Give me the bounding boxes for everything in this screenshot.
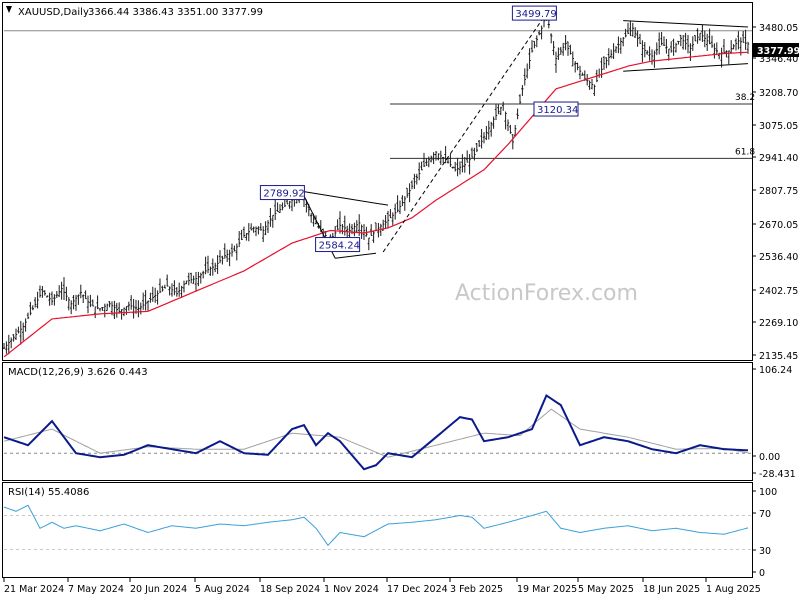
date-tick-label: 20 Jun 2024 bbox=[130, 584, 187, 595]
watermark: ActionForex.com bbox=[455, 281, 638, 306]
macd-layer bbox=[3, 394, 752, 471]
annotation-box bbox=[533, 101, 579, 117]
axis-layer: 3480.05 3346.40 3208.70 3075.05 2941.40 2807.… bbox=[3, 23, 800, 595]
annotation-box bbox=[315, 237, 361, 253]
price-tick-label: 3075.05 bbox=[759, 121, 798, 132]
annotation-box bbox=[259, 185, 305, 201]
annotation-label: 2789.92 bbox=[263, 189, 304, 200]
pennant-lower-line bbox=[623, 63, 749, 72]
rsi-tick-label: 0 bbox=[759, 568, 765, 579]
date-tick-label: 17 Dec 2024 bbox=[387, 584, 448, 595]
price-tick-label: 3346.40 bbox=[759, 54, 798, 65]
date-tick-label: 18 Sep 2024 bbox=[260, 584, 320, 595]
price-layer: 38.2 61.8 3499.79 3120.34 2789.92 2584.24 bbox=[2, 5, 755, 358]
date-tick-label: 5 Aug 2024 bbox=[195, 584, 250, 595]
fib-label-61.8: 61.8 bbox=[735, 147, 755, 157]
date-tick-label: 7 May 2024 bbox=[68, 584, 124, 595]
date-tick-label: 18 Jun 2025 bbox=[643, 584, 700, 595]
macd-signal-line bbox=[3, 408, 749, 458]
macd-tick-label: 0.00 bbox=[759, 452, 780, 463]
annotation-label: 3499.79 bbox=[515, 9, 556, 20]
ohlc-label: 3366.44 3386.43 3351.00 3377.99 bbox=[88, 7, 263, 18]
fib-label-38.2: 38.2 bbox=[735, 93, 755, 103]
rsi-tick-label: 30 bbox=[759, 546, 771, 557]
rsi-title: RSI(14) 55.4086 bbox=[8, 487, 89, 498]
price-tick-label: 2402.75 bbox=[759, 286, 798, 297]
rsi-line bbox=[3, 504, 749, 547]
pennant-upper-line bbox=[623, 20, 749, 28]
annotation-label: 3120.34 bbox=[537, 105, 578, 116]
symbol-label: XAUUSD,Daily bbox=[18, 7, 89, 18]
current-price-marker bbox=[753, 43, 799, 57]
macd-tick-label: -28.431 bbox=[759, 469, 796, 480]
date-tick-label: 1 Aug 2025 bbox=[706, 584, 761, 595]
date-tick-label: 19 Mar 2025 bbox=[517, 584, 577, 595]
annotation-box bbox=[511, 5, 557, 21]
macd-title: MACD(12,26,9) 3.626 0.443 bbox=[8, 367, 148, 378]
price-tick-label: 3480.05 bbox=[759, 23, 798, 34]
date-tick-label: 1 Nov 2024 bbox=[324, 584, 379, 595]
date-tick-label: 21 Mar 2024 bbox=[4, 584, 64, 595]
price-tick-label: 2941.40 bbox=[759, 153, 798, 164]
price-tick-label: 2269.10 bbox=[759, 318, 798, 329]
rsi-tick-label: 70 bbox=[759, 509, 771, 520]
rsi-layer bbox=[3, 504, 752, 550]
price-tick-label: 2135.45 bbox=[759, 351, 798, 362]
price-panel-frame bbox=[2, 2, 753, 361]
header-arrow-icon bbox=[6, 6, 12, 13]
ema-line bbox=[3, 51, 749, 358]
price-tick-label: 2807.75 bbox=[759, 186, 798, 197]
rsi-tick-label: 100 bbox=[759, 487, 777, 498]
macd-tick-label: 106.24 bbox=[759, 365, 792, 376]
price-tick-label: 3208.70 bbox=[759, 88, 798, 99]
price-tick-label: 2670.05 bbox=[759, 220, 798, 231]
rsi-panel-frame bbox=[2, 482, 753, 578]
triangle-lower-line bbox=[335, 252, 377, 259]
price-tick-label: 2536.40 bbox=[759, 252, 798, 263]
annotation-label: 2584.24 bbox=[319, 241, 360, 252]
macd-panel-frame bbox=[2, 362, 753, 481]
macd-line bbox=[3, 394, 749, 471]
date-tick-label: 5 May 2025 bbox=[578, 584, 634, 595]
date-tick-label: 3 Feb 2025 bbox=[450, 584, 503, 595]
triangle-upper-line bbox=[301, 190, 389, 206]
dashed-trendline bbox=[382, 13, 547, 253]
current-price-label: 3377.99 bbox=[757, 46, 800, 57]
